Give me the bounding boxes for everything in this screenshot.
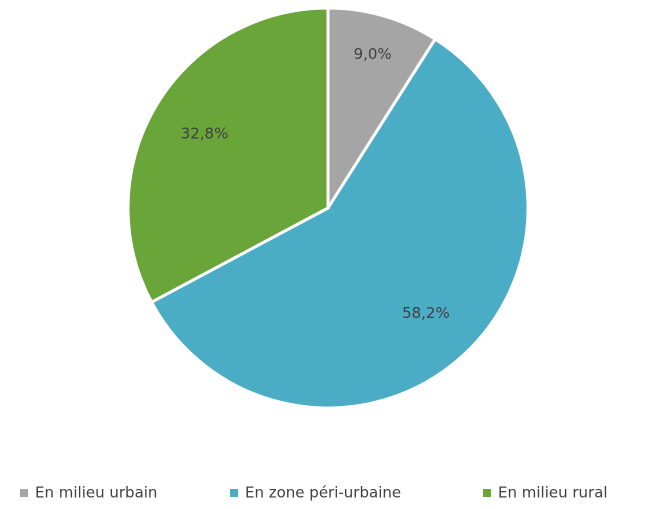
legend-label: En milieu rural <box>498 484 608 502</box>
data-label: 58,2% <box>402 304 450 322</box>
pie-slice <box>126 6 330 305</box>
legend-label: En zone péri-urbaine <box>245 484 401 502</box>
data-label: 32,8% <box>181 124 229 142</box>
legend-swatch <box>483 489 491 497</box>
data-label: 9,0% <box>354 45 392 63</box>
legend-label: En milieu urbain <box>35 484 157 502</box>
pie-slice <box>149 37 530 410</box>
legend-swatch <box>230 489 238 497</box>
legend-swatch <box>20 489 28 497</box>
pie-slice <box>326 6 438 214</box>
